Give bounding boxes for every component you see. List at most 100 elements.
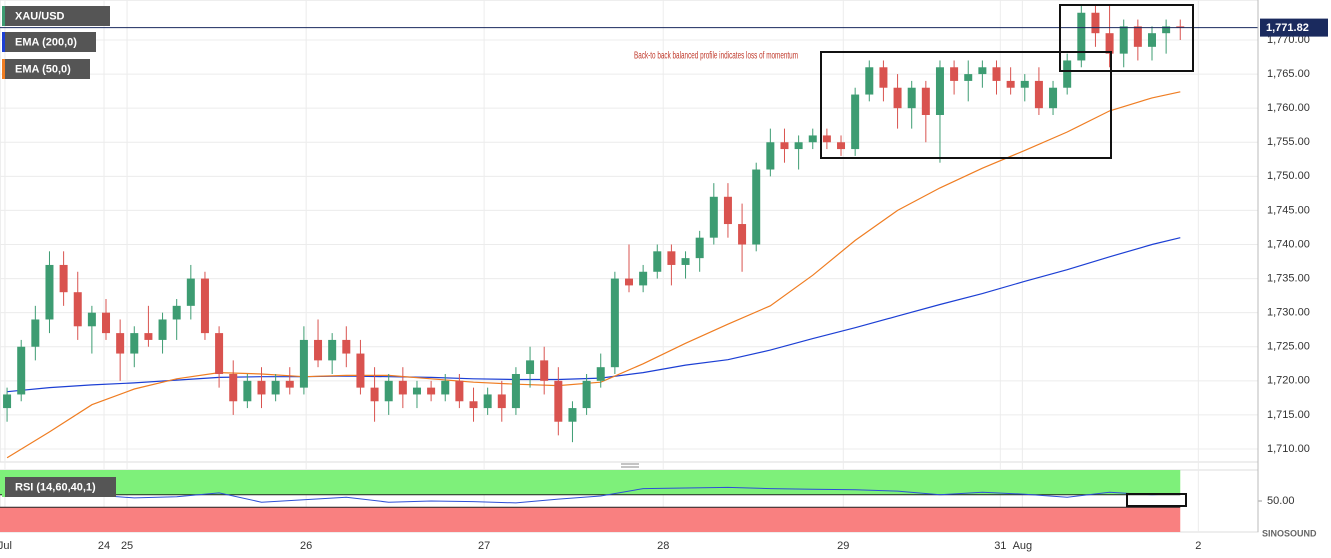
- candle-body: [328, 339, 337, 361]
- candle-body: [851, 94, 860, 150]
- candle-body: [511, 374, 520, 409]
- overbought-band: [0, 470, 1181, 495]
- legend-label: EMA (200,0): [15, 36, 77, 48]
- legend-box: [2, 477, 116, 497]
- candle-body: [427, 387, 436, 395]
- legend-swatch: [2, 6, 5, 26]
- candle-body: [144, 333, 153, 340]
- y-tick-label: 1,760.00: [1267, 102, 1310, 114]
- candle-body: [130, 333, 139, 354]
- candle-body: [738, 224, 747, 245]
- candle-body: [314, 339, 323, 361]
- candle-body: [582, 380, 591, 409]
- candle-body: [1049, 87, 1058, 109]
- candle-body: [200, 278, 209, 334]
- legend-box: [2, 59, 90, 79]
- candle-body: [1162, 26, 1171, 34]
- legend: XAU/USD EMA (200,0) EMA (50,0) RSI (14,6…: [2, 6, 116, 497]
- x-tick-label: Jul: [0, 540, 12, 552]
- candle-body: [568, 408, 577, 422]
- y-tick-label: 1,735.00: [1267, 272, 1310, 284]
- x-tick-label: 27: [478, 540, 490, 552]
- candle-body: [31, 319, 40, 347]
- candle-body: [893, 87, 902, 109]
- candle-body: [907, 87, 916, 109]
- y-tick-label: 1,750.00: [1267, 170, 1310, 182]
- candle-body: [639, 271, 648, 286]
- watermark: SINOSOUND: [1262, 528, 1317, 538]
- candle-body: [1119, 26, 1128, 54]
- candle-body: [1006, 80, 1015, 88]
- last-price-box: [1260, 18, 1328, 37]
- candle-body: [1133, 26, 1142, 47]
- candle-body: [709, 196, 718, 238]
- candle-body: [243, 380, 252, 402]
- x-tick-label: Aug: [1013, 540, 1033, 552]
- candle-body: [215, 333, 224, 375]
- y-tick-label: 1,745.00: [1267, 204, 1310, 216]
- candle-body: [794, 142, 803, 150]
- x-tick-label: 31: [994, 540, 1006, 552]
- candle-body: [526, 360, 535, 375]
- candle-body: [1091, 12, 1100, 34]
- legend-swatch: [2, 59, 5, 79]
- candle-body: [229, 374, 238, 402]
- candle-body: [1147, 33, 1156, 47]
- candle-body: [384, 380, 393, 402]
- candle-body: [398, 380, 407, 395]
- candle-body: [1034, 80, 1043, 109]
- candle-body: [723, 196, 732, 225]
- candle-body: [554, 380, 563, 422]
- y-tick-label: 1,730.00: [1267, 307, 1310, 319]
- candle-body: [879, 67, 888, 88]
- candle-body: [59, 264, 68, 293]
- x-tick-label: 28: [657, 540, 669, 552]
- x-tick-label: 24: [98, 540, 110, 552]
- x-tick-label: 2: [1195, 540, 1201, 552]
- candle-body: [540, 360, 549, 381]
- candle-body: [766, 142, 775, 170]
- annotation-box: [820, 51, 1112, 159]
- legend-label: EMA (50,0): [15, 63, 71, 75]
- candle-body: [3, 394, 12, 409]
- candle-body: [483, 394, 492, 409]
- candle-body: [625, 278, 633, 286]
- candle-body: [653, 251, 662, 272]
- candle-body: [950, 67, 959, 81]
- candle-body: [17, 346, 26, 395]
- candle-body: [1077, 12, 1086, 61]
- candle-body: [695, 237, 704, 259]
- legend-label: XAU/USD: [15, 10, 65, 22]
- candle-body: [73, 292, 82, 327]
- y-tick-label: 1,720.00: [1267, 375, 1310, 387]
- candle-body: [865, 67, 874, 95]
- candle-body: [45, 264, 54, 320]
- candle-body: [412, 387, 421, 395]
- candle-body: [1105, 33, 1114, 54]
- candle-body: [921, 87, 930, 115]
- legend-swatch: [2, 32, 5, 52]
- y-tick-label: 1,725.00: [1267, 341, 1310, 353]
- legend-label: RSI (14,60,40,1): [15, 481, 96, 493]
- x-tick-label: 29: [837, 540, 849, 552]
- price-panel: [0, 0, 1259, 463]
- candle-body: [752, 169, 761, 245]
- candle-body: [257, 380, 266, 395]
- rsi-line: [7, 486, 1181, 504]
- candle-body: [596, 367, 605, 381]
- candle-body: [978, 67, 987, 75]
- y-tick-label: 1,710.00: [1267, 443, 1310, 455]
- candle-body: [186, 278, 195, 306]
- candle-body: [837, 142, 846, 150]
- oversold-band: [0, 507, 1181, 532]
- candle-body: [102, 312, 111, 334]
- candle-body: [441, 380, 450, 395]
- candle-body: [356, 353, 365, 388]
- candle-body: [667, 251, 676, 265]
- candle-body: [964, 74, 973, 81]
- legend-box: [2, 6, 110, 26]
- candle-body: [1020, 80, 1029, 88]
